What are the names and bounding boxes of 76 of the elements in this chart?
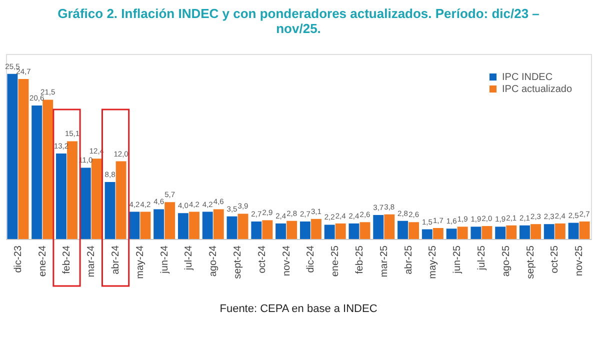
bar <box>56 153 66 239</box>
chart-title: Gráfico 2. Inflación INDEC y con ponderadores actualizados. Período: dic/23 – nov/25. <box>58 6 540 36</box>
bar <box>446 228 457 239</box>
bar <box>164 202 176 239</box>
bar <box>398 220 408 239</box>
bar <box>422 229 432 239</box>
x-tick-label: oct-25 <box>550 245 561 274</box>
legend-label: IPC actualizado <box>502 84 572 95</box>
x-tick-label: oct-24 <box>256 245 268 274</box>
bar <box>348 223 360 239</box>
bar <box>457 226 468 239</box>
bar <box>579 222 590 239</box>
bar <box>408 222 420 239</box>
bar <box>530 224 541 239</box>
x-tick-label: feb-24 <box>62 245 73 274</box>
bar <box>251 222 262 239</box>
x-tick-label: feb-25 <box>354 245 366 274</box>
x-tick-label: dic-24 <box>306 245 317 273</box>
x-tick-label: sept-25 <box>525 245 536 279</box>
x-tick-label: may-25 <box>428 245 439 279</box>
bar <box>178 213 188 239</box>
bar <box>80 168 91 239</box>
bar <box>7 74 18 239</box>
bar <box>568 222 579 239</box>
bar <box>300 222 310 239</box>
bar <box>140 212 151 239</box>
bar <box>154 209 164 239</box>
bar <box>432 228 444 239</box>
bar <box>470 226 482 239</box>
x-tick-label: jun-24 <box>159 245 170 274</box>
bar <box>32 106 42 239</box>
x-tick-label: ago-24 <box>208 245 220 277</box>
x-tick-label: nov-24 <box>281 245 292 276</box>
bar <box>202 212 213 239</box>
x-tick-label: jul-25 <box>476 245 488 271</box>
bar <box>226 216 238 239</box>
bar <box>335 223 346 239</box>
source-note: Fuente: CEPA en base a INDEC <box>220 303 378 315</box>
bar <box>286 220 298 239</box>
bar <box>495 226 506 239</box>
x-tick-label: jun-25 <box>452 245 464 274</box>
bar <box>482 226 492 239</box>
x-tick-label: ene-24 <box>37 245 48 277</box>
x-tick-label: mar-24 <box>86 245 98 278</box>
bar <box>42 100 54 239</box>
bar <box>67 141 78 239</box>
x-tick-label: abr-25 <box>403 245 414 274</box>
x-tick-label: nov-25 <box>574 245 586 276</box>
bar <box>104 182 116 239</box>
bar <box>129 212 140 239</box>
x-tick-label: abr-24 <box>110 245 122 274</box>
bar <box>520 225 530 239</box>
bar <box>373 215 384 239</box>
legend-label: IPC INDEC <box>502 72 553 83</box>
x-tick-label: may-24 <box>134 245 146 279</box>
x-tick-label: dic-23 <box>12 245 24 273</box>
bar <box>116 161 126 239</box>
x-tick-label: jul-24 <box>184 245 195 271</box>
x-tick-label: ene-25 <box>330 245 342 277</box>
bar <box>506 225 517 239</box>
bar <box>544 224 554 239</box>
bar <box>91 158 102 239</box>
x-tick-label: ago-25 <box>500 245 512 277</box>
bar <box>262 220 273 239</box>
bar <box>18 79 29 239</box>
bar <box>384 214 395 239</box>
bar <box>360 222 370 239</box>
bar <box>238 214 248 239</box>
bar <box>324 224 335 239</box>
bar <box>310 218 322 239</box>
bar <box>554 223 566 239</box>
bar <box>213 209 224 239</box>
bar <box>188 212 200 239</box>
x-tick-label: sept-24 <box>232 245 244 279</box>
bar <box>276 223 286 239</box>
x-tick-label: mar-25 <box>378 245 390 278</box>
